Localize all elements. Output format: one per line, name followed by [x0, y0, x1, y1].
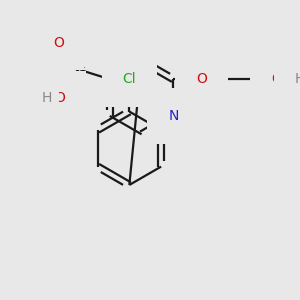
Text: O: O — [271, 72, 282, 86]
Text: H: H — [42, 92, 52, 105]
Text: Cl: Cl — [122, 72, 136, 86]
Text: H: H — [295, 72, 300, 86]
Text: N: N — [168, 109, 178, 123]
Text: ─: ─ — [287, 74, 293, 84]
Text: O: O — [196, 72, 207, 86]
Text: O: O — [55, 92, 65, 105]
Text: O: O — [53, 35, 64, 50]
